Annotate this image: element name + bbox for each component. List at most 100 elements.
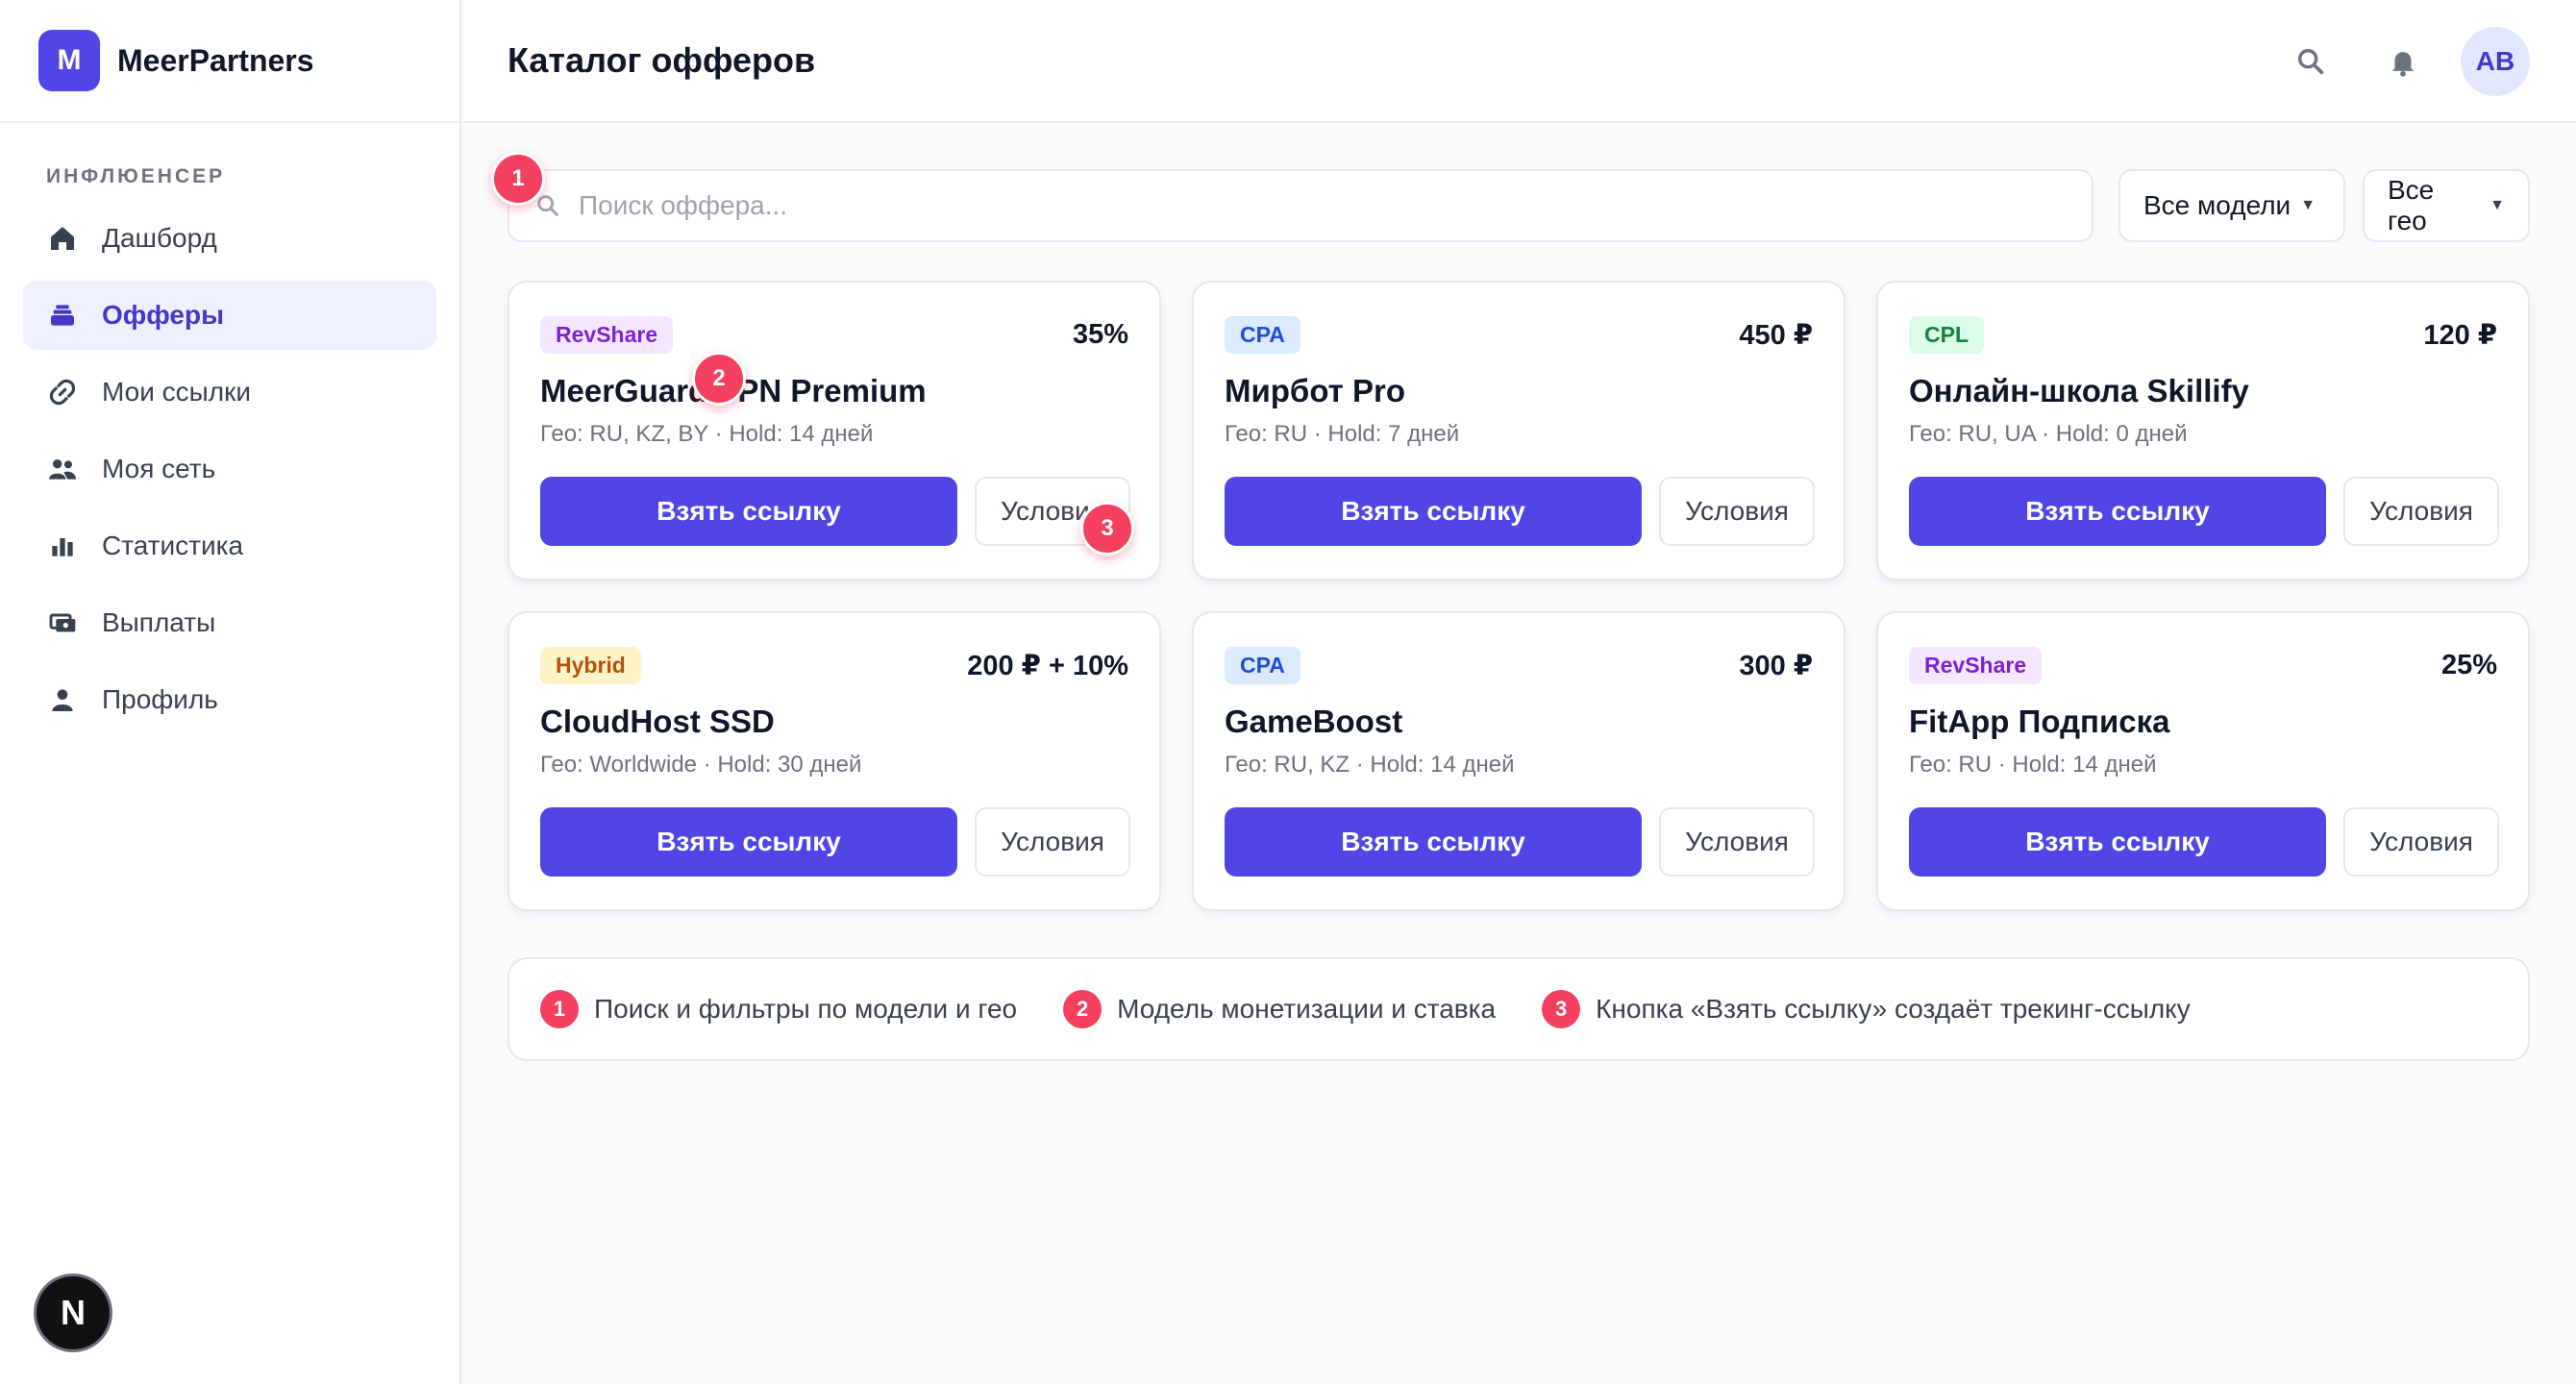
get-link-button[interactable]: Взять ссылку <box>540 807 957 877</box>
offer-rate: 200 ₽ + 10% <box>967 650 1128 681</box>
sidebar-item-label: Мои ссылки <box>102 377 251 407</box>
offer-rate: 35% <box>1072 318 1128 350</box>
model-badge: CPA <box>1225 315 1300 354</box>
brand-logo: M <box>38 30 100 91</box>
filters-toolbar: Все модели ▼ Все гео ▼ <box>508 169 2530 242</box>
offer-meta: Гео: RU · Hold: 7 дней <box>1225 421 1460 447</box>
model-filter-select[interactable]: Все модели ▼ <box>2118 169 2345 242</box>
sidebar-item-label: Профиль <box>102 684 218 714</box>
sidebar-item-statistics[interactable]: Статистика <box>23 511 436 581</box>
search-button[interactable] <box>2276 27 2345 96</box>
offer-meta: Гео: RU, KZ, BY · Hold: 14 дней <box>540 421 874 447</box>
model-badge: Hybrid <box>540 646 641 684</box>
offers-icon <box>46 299 79 332</box>
offer-card: CPA 300 ₽ GameBoost Гео: RU, KZ · Hold: … <box>1192 611 1845 911</box>
legend-item: 3 Кнопка «Взять ссылку» создаёт трекинг-… <box>1542 990 2191 1028</box>
offer-title: Мирбот Pro <box>1225 373 1405 408</box>
get-link-button[interactable]: Взять ссылку <box>540 477 957 546</box>
caret-down-icon: ▼ <box>2489 197 2505 213</box>
get-link-button[interactable]: Взять ссылку <box>1909 807 2326 877</box>
model-badge: CPA <box>1225 646 1300 684</box>
sidebar-item-dashboard[interactable]: Дашборд <box>23 204 436 273</box>
geo-filter-select[interactable]: Все гео ▼ <box>2363 169 2530 242</box>
offer-card: Hybrid 200 ₽ + 10% CloudHost SSD Гео: Wo… <box>508 611 1161 911</box>
offer-rate: 25% <box>2440 649 2497 680</box>
caret-down-icon: ▼ <box>2300 197 2316 213</box>
sidebar-item-links[interactable]: Мои ссылки <box>23 358 436 427</box>
legend-number: 1 <box>540 990 579 1028</box>
offer-rate: 120 ₽ <box>2423 319 2497 351</box>
offer-meta: Гео: RU, KZ · Hold: 14 дней <box>1225 752 1515 778</box>
sidebar-item-label: Выплаты <box>102 607 216 637</box>
terms-button[interactable]: Условия <box>1659 807 1815 877</box>
offer-title: FitApp Подписка <box>1909 704 2170 739</box>
sidebar-nav: Дашборд Офферы Мои ссылки Моя сеть Стати… <box>0 204 459 734</box>
terms-button[interactable]: Условия <box>2343 807 2499 877</box>
sidebar-item-label: Статистика <box>102 531 244 560</box>
sidebar-item-network[interactable]: Моя сеть <box>23 434 436 504</box>
annotation-legend: 1 Поиск и фильтры по модели и гео 2 Моде… <box>508 957 2530 1061</box>
brand[interactable]: M MeerPartners <box>0 0 459 123</box>
get-link-button[interactable]: Взять ссылку <box>1225 477 1642 546</box>
legend-text: Модель монетизации и ставка <box>1117 994 1497 1024</box>
legend-text: Поиск и фильтры по модели и гео <box>594 994 1018 1024</box>
legend-item: 2 Модель монетизации и ставка <box>1063 990 1496 1028</box>
brand-name: MeerPartners <box>117 42 314 78</box>
bar-chart-icon <box>46 530 79 562</box>
terms-button[interactable]: Условия <box>975 807 1130 877</box>
bell-icon <box>2391 52 2415 77</box>
annotation-marker-2: 2 <box>692 352 746 406</box>
model-badge: CPL <box>1909 315 1984 354</box>
search-icon <box>2297 48 2324 75</box>
notifications-button[interactable] <box>2368 27 2438 96</box>
user-icon <box>46 683 79 716</box>
terms-button[interactable]: Условия <box>1659 477 1815 546</box>
sidebar-item-label: Моя сеть <box>102 454 216 483</box>
get-link-button[interactable]: Взять ссылку <box>1909 477 2326 546</box>
offer-rate: 300 ₽ <box>1739 650 1813 681</box>
terms-button[interactable]: Условия <box>2343 477 2499 546</box>
offer-card: CPL 120 ₽ Онлайн-школа Skillify Гео: RU,… <box>1876 281 2530 581</box>
offer-title: Онлайн-школа Skillify <box>1909 373 2249 408</box>
offer-meta: Гео: RU · Hold: 14 дней <box>1909 752 2157 778</box>
offer-card: RevShare 25% FitApp Подписка Гео: RU · H… <box>1876 611 2530 911</box>
search-icon <box>537 195 558 216</box>
legend-text: Кнопка «Взять ссылку» создаёт трекинг-сс… <box>1596 994 2191 1024</box>
header-actions: AB <box>2253 27 2530 96</box>
dev-tools-badge[interactable]: N <box>37 1276 110 1349</box>
offer-meta: Гео: RU, UA · Hold: 0 дней <box>1909 421 2188 447</box>
sidebar-item-label: Дашборд <box>102 223 217 253</box>
legend-number: 3 <box>1542 990 1581 1028</box>
legend-number: 2 <box>1063 990 1102 1028</box>
annotation-marker-3: 3 <box>1080 502 1134 556</box>
offer-title: CloudHost SSD <box>540 704 775 739</box>
sidebar: M MeerPartners ИНФЛЮЕНСЕР Дашборд Офферы… <box>0 0 461 1384</box>
avatar[interactable]: AB <box>2461 27 2530 96</box>
people-icon <box>46 453 79 485</box>
offer-card: RevShare 35% MeerGuard VPN Premium Гео: … <box>508 281 1161 581</box>
link-icon <box>46 376 79 408</box>
top-header: Каталог офферов AB <box>463 0 2576 123</box>
model-badge: RevShare <box>540 315 674 354</box>
page-title: Каталог офферов <box>508 40 816 80</box>
model-badge: RevShare <box>1909 646 2043 684</box>
offer-rate: 450 ₽ <box>1739 319 1813 351</box>
search-box[interactable] <box>508 169 2093 242</box>
offer-title: MeerGuard VPN Premium <box>540 373 927 408</box>
annotation-marker-1: 1 <box>491 152 545 206</box>
geo-filter-value: Все гео <box>2388 175 2435 235</box>
payments-icon <box>46 606 79 639</box>
offer-card: CPA 450 ₽ Мирбот Pro Гео: RU · Hold: 7 д… <box>1192 281 1845 581</box>
sidebar-item-profile[interactable]: Профиль <box>23 665 436 734</box>
legend-item: 1 Поиск и фильтры по модели и гео <box>540 990 1017 1028</box>
home-icon <box>46 222 79 255</box>
sidebar-item-label: Офферы <box>102 300 224 330</box>
offer-title: GameBoost <box>1225 704 1403 739</box>
sidebar-item-offers[interactable]: Офферы <box>23 281 436 350</box>
search-input[interactable] <box>579 190 2020 221</box>
get-link-button[interactable]: Взять ссылку <box>1225 807 1642 877</box>
sidebar-section-label: ИНФЛЮЕНСЕР <box>46 165 226 187</box>
offer-meta: Гео: Worldwide · Hold: 30 дней <box>540 752 862 778</box>
model-filter-value: Все модели <box>2143 190 2291 220</box>
sidebar-item-payouts[interactable]: Выплаты <box>23 588 436 657</box>
